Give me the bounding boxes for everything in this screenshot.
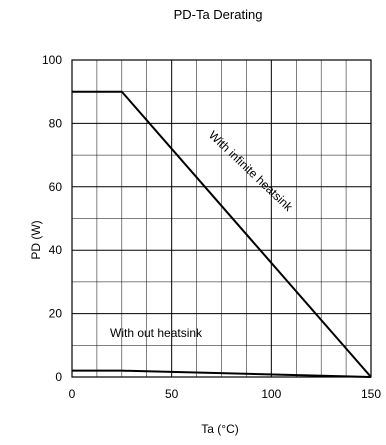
x-tick-label: 100 — [261, 387, 281, 401]
annotation-infinite-heatsink: With infinite heatsink — [206, 128, 296, 215]
x-axis-ticks: 0 50 100 150 — [69, 387, 382, 401]
plot-frame — [71, 59, 372, 378]
y-tick-label: 0 — [55, 370, 62, 384]
series-line-without-heatsink — [72, 369, 372, 378]
annotation-without-heatsink: With out heatsink — [110, 326, 203, 340]
x-tick-label: 0 — [69, 387, 76, 401]
x-tick-label: 150 — [361, 387, 381, 401]
series-line-infinite-heatsink — [72, 90, 372, 378]
y-tick-label: 60 — [49, 180, 63, 194]
x-tick-label: 50 — [165, 387, 179, 401]
y-tick-label: 20 — [49, 307, 63, 321]
y-axis-ticks: 0 20 40 60 80 100 — [42, 53, 62, 384]
y-tick-label: 100 — [42, 53, 62, 67]
chart-title: PD-Ta Derating — [174, 7, 263, 22]
series-group — [72, 90, 372, 378]
y-tick-label: 40 — [49, 243, 63, 257]
grid — [72, 60, 371, 377]
y-tick-label: 80 — [49, 116, 63, 130]
x-axis-label: Ta (°C) — [201, 422, 238, 436]
y-axis-label: PD (W) — [29, 220, 43, 259]
